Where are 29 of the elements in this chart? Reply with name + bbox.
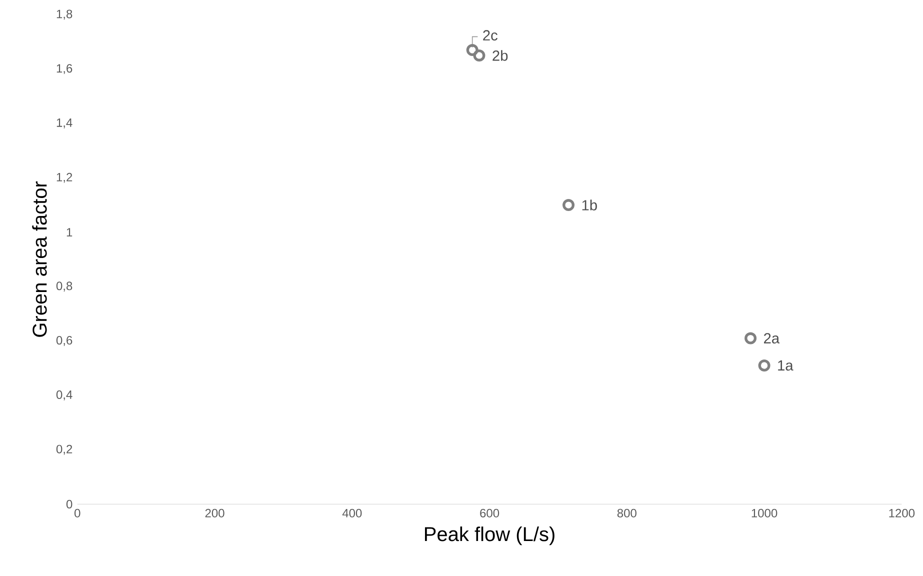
y-tick-label: 0	[66, 500, 72, 508]
y-tick-label: 0,4	[56, 390, 72, 400]
annotation: 2c	[483, 30, 498, 40]
annotation: 1a	[778, 360, 794, 371]
x-tick-label: 1200	[889, 508, 915, 518]
y-tick-label: 0,6	[56, 336, 72, 346]
point	[473, 49, 486, 62]
y-tick-label: 1,4	[56, 118, 72, 128]
y-axis-title: Green area factor	[32, 181, 47, 337]
y-tick-label: 1,8	[56, 10, 72, 20]
y-tick-label: 1,2	[56, 172, 72, 183]
annotation: 1b	[582, 200, 597, 210]
y-tick-label: 0,2	[56, 444, 72, 455]
x-tick-label: 1000	[752, 508, 778, 518]
annotation: 2a	[764, 333, 780, 344]
y-tick-label: 1,6	[56, 64, 72, 74]
y-tick-label: 1	[66, 228, 72, 236]
x-tick-label: 200	[205, 508, 224, 518]
y-tick-label: 0,8	[56, 282, 72, 292]
point	[758, 359, 770, 372]
point	[744, 332, 757, 344]
point	[466, 44, 478, 56]
annotation: 2b	[492, 50, 508, 61]
x-tick-label: 600	[480, 508, 500, 518]
point	[562, 198, 575, 211]
x-axis-title: Peak flow (L/s)	[424, 526, 554, 546]
x-tick-label: 0	[74, 508, 80, 518]
x-tick-label: 800	[617, 508, 636, 518]
x-tick-label: 400	[342, 508, 362, 518]
